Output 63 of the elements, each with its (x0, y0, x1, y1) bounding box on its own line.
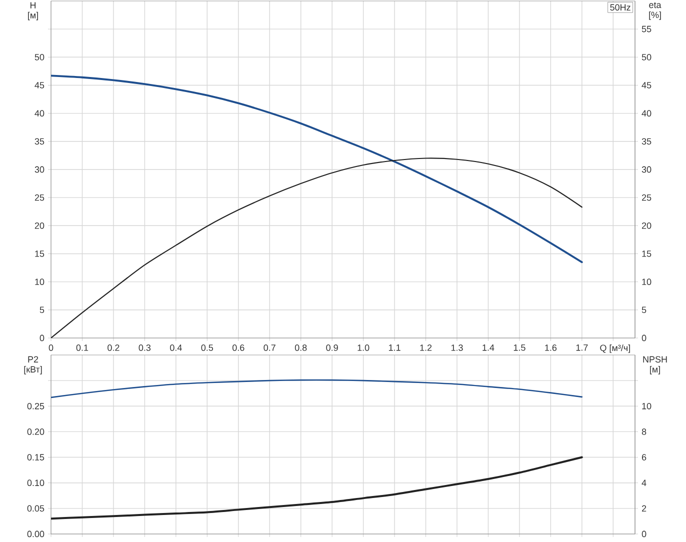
y2-tick-label: 50 (642, 54, 652, 60)
line-series (51, 74, 583, 264)
x-tick-label: 1.6 (545, 344, 557, 351)
y-tick-label: 30 (34, 166, 44, 173)
y2-tick-label: 45 (642, 82, 652, 88)
y2-axis-title: eta [%] (649, 2, 662, 20)
x-tick-label: 1.5 (514, 344, 526, 351)
x-tick-label: 0.9 (326, 344, 338, 351)
annotation: 50Hz (610, 4, 630, 11)
y2-tick-label: 6 (642, 454, 646, 460)
y-tick-label: 0.15 (27, 454, 44, 460)
y-tick-label: 50 (34, 54, 44, 60)
y2-tick-label: 40 (642, 110, 652, 117)
y2-tick-label: 0 (642, 530, 646, 538)
y-tick-label: 5 (40, 306, 44, 314)
x-tick-label: 0.8 (294, 344, 307, 351)
y2-axis-title: NPSH [м] (643, 356, 667, 374)
line-series (51, 379, 583, 398)
x-tick-label: 0.7 (264, 344, 276, 351)
y2-tick-label: 10 (642, 402, 652, 410)
line-series (51, 456, 583, 520)
y2-tick-label: 4 (642, 480, 646, 486)
line-series (51, 158, 582, 338)
y2-tick-label: 55 (642, 26, 652, 32)
y-tick-label: 20 (34, 222, 44, 229)
y2-tick-label: 10 (642, 278, 652, 286)
y-tick-label: 35 (34, 138, 44, 145)
x-tick-label: 0.1 (76, 344, 88, 351)
y-tick-label: 0.10 (27, 480, 44, 486)
x-tick-label: 1.7 (576, 344, 588, 351)
x-tick-label: 1.0 (358, 344, 370, 351)
x-tick-label: 0.2 (108, 344, 120, 351)
x-axis-title: Q [м³/ч] (600, 344, 630, 353)
x-tick-label: 1.4 (482, 344, 494, 351)
y2-tick-label: 8 (642, 428, 646, 435)
x-tick-label: 0.5 (201, 344, 214, 351)
x-tick-label: 1.1 (388, 344, 400, 351)
y-tick-label: 25 (34, 194, 44, 201)
y2-tick-label: 15 (642, 250, 652, 257)
y-tick-label: 0.20 (27, 428, 44, 435)
y-tick-label: 45 (34, 82, 44, 88)
y2-tick-label: 30 (642, 166, 652, 173)
y-tick-label: 40 (34, 110, 44, 117)
x-tick-label: 0.4 (170, 344, 182, 351)
y2-tick-label: 35 (642, 138, 652, 145)
x-tick-label: 1.2 (420, 344, 432, 351)
y-tick-label: 0.05 (27, 505, 44, 512)
y2-tick-label: 5 (642, 306, 646, 314)
y-axis-title: H [м] (28, 2, 38, 20)
y-tick-label: 15 (35, 250, 44, 257)
x-tick-label: 0 (48, 344, 54, 351)
y-tick-label: 0.25 (27, 402, 44, 410)
y2-tick-label: 20 (642, 222, 652, 229)
y-tick-label: 10 (35, 278, 44, 286)
x-tick-label: 0.3 (138, 344, 151, 351)
y-tick-label: 0.00 (27, 530, 44, 538)
y2-tick-label: 2 (642, 505, 646, 512)
y-tick-label: 0 (40, 334, 44, 342)
y2-tick-label: 0 (642, 334, 646, 342)
y2-tick-label: 25 (642, 194, 652, 201)
x-tick-label: 1.3 (451, 344, 463, 351)
y-axis-title: P2 [кВт] (24, 356, 42, 374)
x-tick-label: 0.6 (232, 344, 244, 351)
